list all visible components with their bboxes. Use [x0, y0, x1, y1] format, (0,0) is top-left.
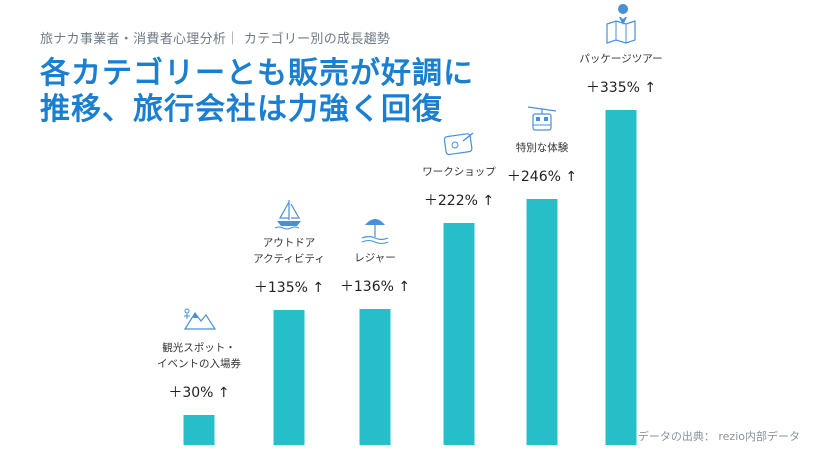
headline: 各カテゴリーとも販売が好調に 推移、旅行会社は力強く回復 [40, 56, 474, 128]
sailboat-icon [274, 200, 301, 230]
mountain-icon [183, 308, 217, 330]
category-label: アクティビティ [253, 253, 325, 265]
category-label: 特別な体験 [516, 141, 569, 154]
map-icon [606, 4, 636, 44]
bar [443, 223, 475, 445]
ropeway-icon [527, 106, 557, 131]
value-label: ＋222% ↑ [424, 193, 494, 209]
craft-icon [443, 132, 474, 156]
bar [605, 110, 637, 445]
value-label: ＋335% ↑ [586, 80, 656, 96]
subtitle: 旅ナカ事業者・消費者心理分析｜ カテゴリー別の成長趨勢 [40, 32, 391, 47]
bar [273, 310, 305, 445]
value-label: ＋30% ↑ [168, 385, 229, 401]
category-label: レジャー [354, 252, 395, 264]
beach-umbrella-icon [361, 219, 389, 244]
bar [359, 309, 391, 445]
category-label: パッケージツアー [579, 53, 662, 65]
bar [183, 415, 215, 445]
data-source-note: データの出典： rezio内部データ [637, 430, 800, 443]
headline-line-2: 推移、旅行会社は力強く回復 [40, 92, 443, 127]
category-label: ワークショップ [422, 166, 496, 178]
value-label: ＋135% ↑ [254, 280, 324, 296]
headline-line-1: 各カテゴリーとも販売が好調に [40, 56, 474, 91]
value-label: ＋246% ↑ [507, 169, 577, 185]
category-label: 観光スポット・ [162, 341, 236, 354]
category-label: イベントの入場券 [157, 357, 241, 370]
value-label: ＋136% ↑ [340, 279, 410, 295]
bar [526, 199, 558, 445]
category-label: アウトドア [263, 237, 316, 249]
